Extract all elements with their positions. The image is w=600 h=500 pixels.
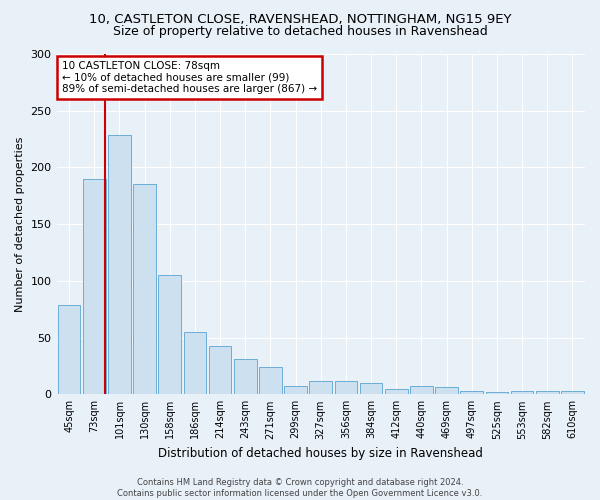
Text: 10, CASTLETON CLOSE, RAVENSHEAD, NOTTINGHAM, NG15 9EY: 10, CASTLETON CLOSE, RAVENSHEAD, NOTTING… bbox=[89, 12, 511, 26]
Bar bbox=[108, 134, 131, 394]
Bar bbox=[259, 367, 282, 394]
Text: Size of property relative to detached houses in Ravenshead: Size of property relative to detached ho… bbox=[113, 25, 487, 38]
Bar bbox=[184, 332, 206, 394]
Y-axis label: Number of detached properties: Number of detached properties bbox=[15, 136, 25, 312]
Text: 10 CASTLETON CLOSE: 78sqm
← 10% of detached houses are smaller (99)
89% of semi-: 10 CASTLETON CLOSE: 78sqm ← 10% of detac… bbox=[62, 61, 317, 94]
Bar bbox=[58, 304, 80, 394]
Bar bbox=[360, 383, 382, 394]
Bar bbox=[511, 391, 533, 394]
Bar bbox=[335, 380, 357, 394]
Bar bbox=[485, 392, 508, 394]
Bar bbox=[536, 391, 559, 394]
X-axis label: Distribution of detached houses by size in Ravenshead: Distribution of detached houses by size … bbox=[158, 447, 483, 460]
Bar bbox=[310, 380, 332, 394]
Bar bbox=[209, 346, 232, 395]
Bar bbox=[460, 391, 483, 394]
Bar bbox=[133, 184, 156, 394]
Bar bbox=[435, 388, 458, 394]
Bar bbox=[158, 275, 181, 394]
Bar bbox=[561, 391, 584, 394]
Bar bbox=[234, 359, 257, 394]
Bar bbox=[83, 179, 106, 394]
Bar bbox=[410, 386, 433, 394]
Text: Contains HM Land Registry data © Crown copyright and database right 2024.
Contai: Contains HM Land Registry data © Crown c… bbox=[118, 478, 482, 498]
Bar bbox=[284, 386, 307, 394]
Bar bbox=[385, 388, 407, 394]
